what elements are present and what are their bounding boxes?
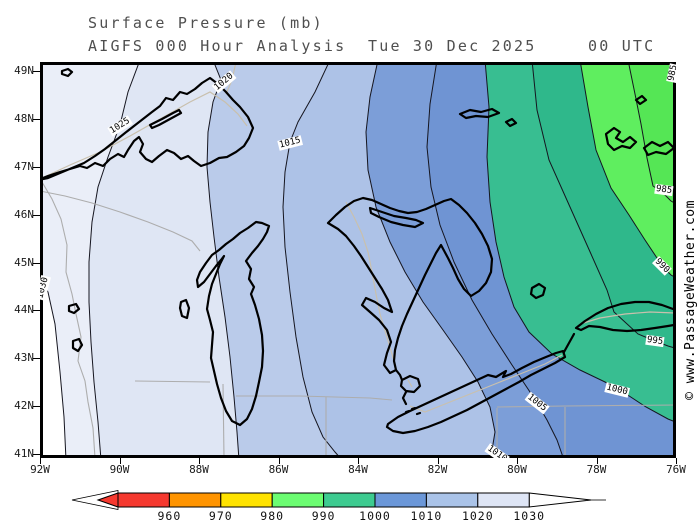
lat-label-47N: 47N xyxy=(14,159,34,173)
lake-huron-georgian-bay xyxy=(326,196,494,375)
minnesota-lakes xyxy=(60,67,84,353)
lon-label-84W: 84W xyxy=(348,463,368,476)
legend-high-arrow xyxy=(528,492,606,508)
lon-tick-88W xyxy=(199,458,200,464)
lake-nipissing-area xyxy=(458,107,518,128)
lake-simcoe xyxy=(529,282,547,300)
lon-label-86W: 86W xyxy=(268,463,289,476)
lat-label-41N: 41N xyxy=(14,447,34,460)
erie-islands xyxy=(404,406,422,416)
lon-label-92W: 92W xyxy=(30,463,50,476)
watermark-text: © www.PassageWeather.com xyxy=(683,200,698,400)
isobar-1015 xyxy=(282,62,341,458)
pressure-map-svg xyxy=(40,62,676,458)
legend-cell-960 xyxy=(117,492,170,508)
lon-tick-82W xyxy=(437,458,439,464)
isobar-1005 xyxy=(426,62,564,458)
lat-label-42N: 42N xyxy=(14,399,34,413)
legend-value-1000: 1000 xyxy=(359,509,391,523)
legend-value-labels: 960 970 980 990 1000 1010 1020 1030 xyxy=(158,509,545,523)
lon-label-90W: 90W xyxy=(109,463,130,476)
lon-tick-76W xyxy=(676,458,677,464)
isobar-1010 xyxy=(365,62,496,458)
great-lakes-coastlines xyxy=(40,67,676,435)
lat-tick-48N xyxy=(33,118,40,120)
lon-tick-84W xyxy=(358,458,359,464)
lat-label-46N: 46N xyxy=(14,207,34,221)
lat-label-43N: 43N xyxy=(14,351,34,365)
lake-st-clair xyxy=(394,368,422,406)
legend-cell-1000 xyxy=(323,492,376,508)
legend-cell-1010 xyxy=(374,492,427,508)
lake-michigan-green-bay xyxy=(195,220,271,427)
state-boundary-lines xyxy=(40,181,676,458)
legend-value-980: 980 xyxy=(260,509,284,523)
legend-value-1030: 1030 xyxy=(513,509,545,523)
lat-tick-43N xyxy=(33,358,40,360)
lon-tick-80W xyxy=(517,458,518,464)
lat-tick-49N xyxy=(33,71,40,72)
legend-value-990: 990 xyxy=(312,509,336,523)
legend-cell-1030 xyxy=(477,492,530,508)
lat-label-44N: 44N xyxy=(14,303,34,317)
valid-datetime: Tue 30 Dec 2025 xyxy=(368,37,537,55)
lake-erie xyxy=(385,349,567,435)
lat-tick-42N xyxy=(33,406,40,408)
isle-royale xyxy=(148,108,183,130)
legend-value-960: 960 xyxy=(158,509,182,523)
model-run-label: AIGFS 000 Hour Analysis xyxy=(88,37,347,55)
lat-label-45N: 45N xyxy=(14,255,34,269)
lon-label-76W: 76W xyxy=(666,463,686,476)
isobar-1000 xyxy=(484,62,676,423)
legend-value-970: 970 xyxy=(209,509,233,523)
pressure-color-legend: 960 970 980 990 1000 1010 1020 1030 xyxy=(60,488,640,525)
lon-tick-90W xyxy=(119,458,121,464)
lat-label-49N: 49N xyxy=(14,64,34,77)
lon-tick-78W xyxy=(596,458,598,464)
lon-tick-92W xyxy=(40,458,41,464)
legend-cell-970 xyxy=(168,492,222,508)
legend-cell-980 xyxy=(220,492,273,508)
lat-tick-45N xyxy=(33,262,40,264)
lon-label-80W: 80W xyxy=(507,463,527,476)
valid-utc: 00 UTC xyxy=(588,37,656,55)
lon-label-88W: 88W xyxy=(189,463,209,476)
pressure-fill-bands xyxy=(40,62,676,458)
lat-tick-47N xyxy=(33,166,40,168)
lat-tick-46N xyxy=(33,214,40,216)
legend-cells xyxy=(117,492,530,508)
lon-label-82W: 82W xyxy=(427,463,448,476)
legend-value-1020: 1020 xyxy=(462,509,494,523)
lat-tick-41N xyxy=(33,454,40,455)
lon-tick-86W xyxy=(278,458,280,464)
lake-ontario xyxy=(574,300,676,333)
legend-svg: 960 970 980 990 1000 1010 1020 1030 xyxy=(71,490,606,523)
isobar-1020 xyxy=(206,62,240,458)
lat-tick-44N xyxy=(33,310,40,312)
lake-superior xyxy=(40,76,255,181)
niagara-river xyxy=(562,332,576,354)
legend-value-1010: 1010 xyxy=(411,509,443,523)
lat-label-48N: 48N xyxy=(14,111,34,125)
pressure-map xyxy=(40,62,676,458)
lake-winnebago xyxy=(178,298,191,320)
page-title: Surface Pressure (mb) xyxy=(88,14,324,32)
legend-low-arrow xyxy=(71,490,119,510)
manitoulin-island xyxy=(368,206,425,229)
legend-cell-1020 xyxy=(425,492,479,508)
isobar-contours xyxy=(40,62,676,458)
map-border xyxy=(40,62,676,458)
legend-cell-990 xyxy=(271,492,325,508)
lon-label-78W: 78W xyxy=(586,463,607,476)
